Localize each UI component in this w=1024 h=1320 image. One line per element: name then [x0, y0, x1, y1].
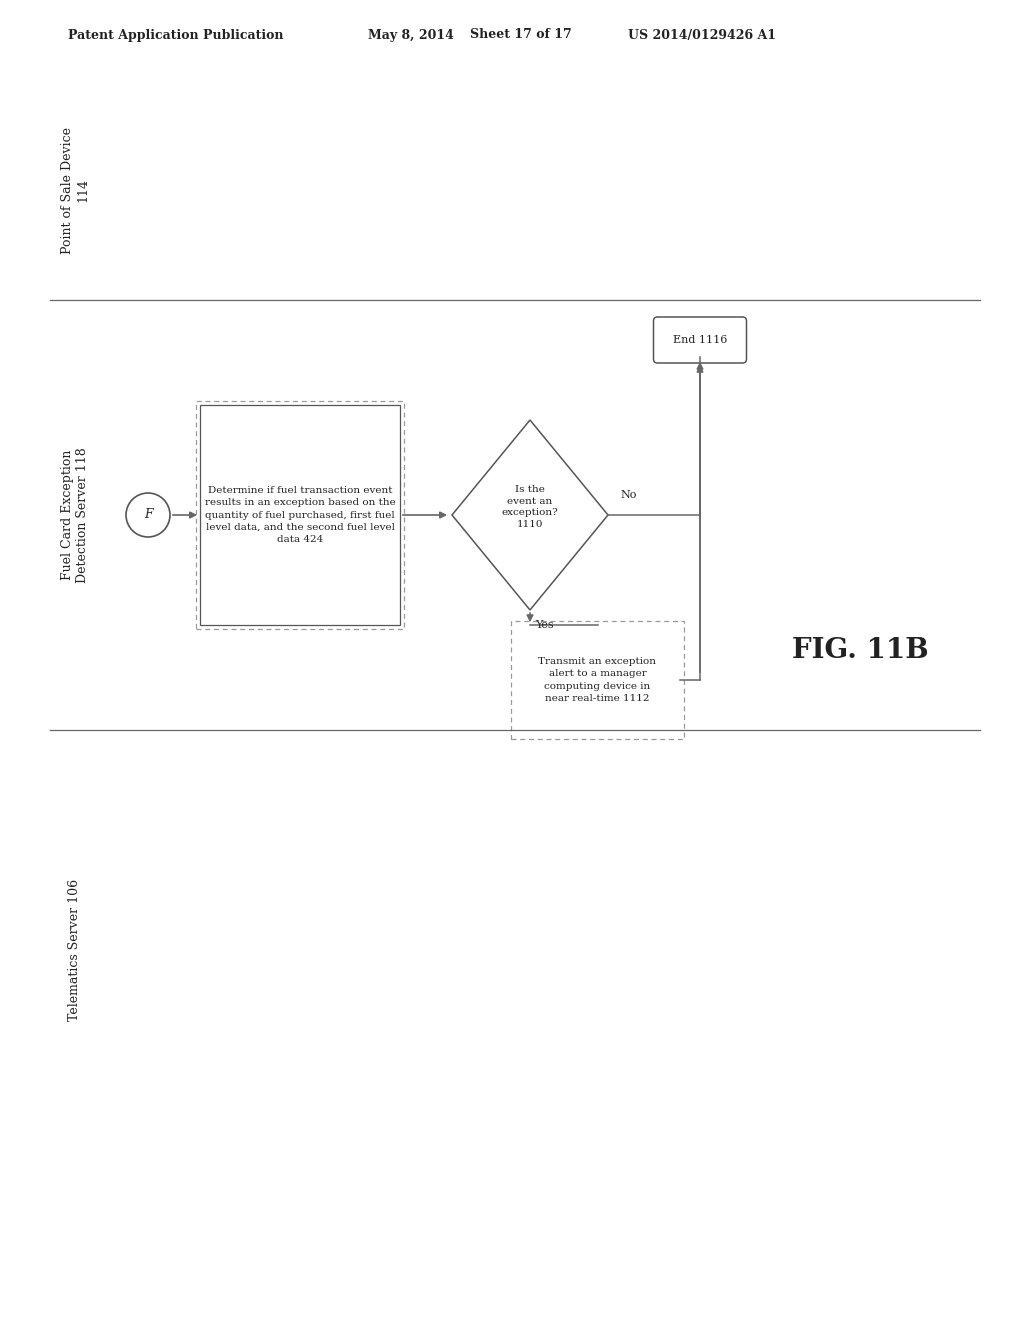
Text: No: No: [620, 490, 636, 500]
Text: F: F: [143, 508, 153, 521]
Text: Sheet 17 of 17: Sheet 17 of 17: [470, 29, 571, 41]
Text: Is the
event an
exception?
1110: Is the event an exception? 1110: [502, 486, 558, 529]
Text: Telematics Server 106: Telematics Server 106: [69, 879, 82, 1022]
Text: Fuel Card Exception
Detection Server 118: Fuel Card Exception Detection Server 118: [61, 447, 89, 583]
Text: Yes: Yes: [535, 620, 554, 630]
Text: May 8, 2014: May 8, 2014: [368, 29, 454, 41]
Text: Transmit an exception
alert to a manager
computing device in
near real-time 1112: Transmit an exception alert to a manager…: [539, 657, 656, 702]
Text: FIG. 11B: FIG. 11B: [792, 636, 929, 664]
Text: Point of Sale Device
114: Point of Sale Device 114: [61, 127, 89, 253]
Text: US 2014/0129426 A1: US 2014/0129426 A1: [628, 29, 776, 41]
Text: End 1116: End 1116: [673, 335, 727, 345]
Text: Patent Application Publication: Patent Application Publication: [68, 29, 284, 41]
Text: Determine if fuel transaction event
results in an exception based on the
quantit: Determine if fuel transaction event resu…: [205, 486, 395, 544]
